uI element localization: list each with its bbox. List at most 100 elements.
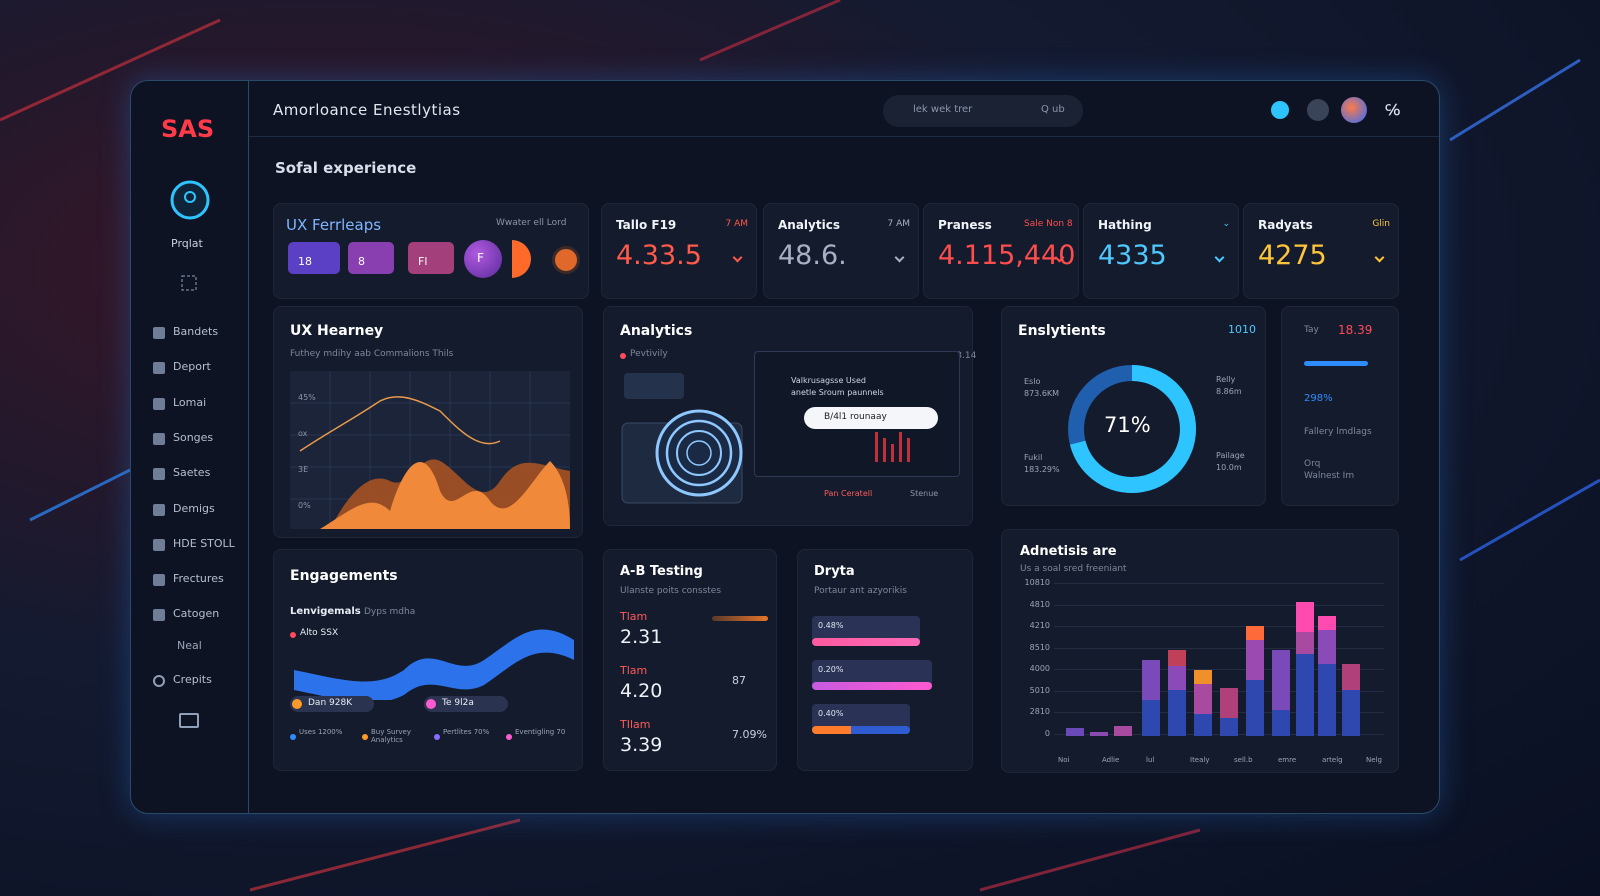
donut-label: 71% <box>1104 413 1151 437</box>
notification-icon[interactable] <box>1271 101 1289 119</box>
pill-text: Te 9l2a <box>442 698 474 708</box>
x-label: Nelg <box>1366 756 1382 764</box>
panel-title: Enslytients <box>1018 323 1106 339</box>
x-label: Itealy <box>1190 756 1210 764</box>
screen-subtitle: anetle Sroum paunnels <box>791 388 884 397</box>
panel-subtitle: Futhey mdihy aab Commalions Thils <box>290 349 454 359</box>
nav-icon[interactable] <box>153 503 165 516</box>
axis-label: 3E <box>298 465 309 474</box>
kpi-label: Tallo F19 <box>616 218 677 232</box>
adhesives-panel: Adnetisis are Us a soal sred freeniant 108… <box>1001 529 1399 773</box>
logo: SAS <box>161 115 215 143</box>
row-side: 87 <box>732 674 746 687</box>
nav-item[interactable]: Saetes <box>173 466 211 480</box>
donut-note: Eslo <box>1024 377 1041 386</box>
settings-icon[interactable] <box>1307 99 1329 121</box>
axis-label: 4210 <box>1029 621 1050 630</box>
donut-note: Pailage <box>1216 451 1245 460</box>
menu-button[interactable]: ℅ <box>1385 101 1401 119</box>
axis-label: 8510 <box>1029 642 1050 652</box>
bar-fill <box>812 726 910 734</box>
kpi-value: 4.33.5 <box>616 240 702 271</box>
bar-fill <box>812 638 920 646</box>
bar-segment <box>1168 650 1186 666</box>
illustration <box>170 180 210 220</box>
bar-label: 0.40% <box>818 709 844 718</box>
bar-segment <box>1318 630 1336 664</box>
illustration <box>875 432 910 462</box>
nav-item[interactable]: Deport <box>173 360 211 374</box>
nav-icon[interactable] <box>153 609 165 622</box>
nav-icon[interactable] <box>153 432 165 445</box>
x-label: Noi <box>1058 756 1070 764</box>
nav-icon[interactable] <box>153 362 165 375</box>
illustration <box>1054 604 1384 606</box>
trend-line <box>299 396 501 452</box>
popup[interactable]: B/4l1 rounaay <box>804 407 938 429</box>
legend-label: Buy Survey Analytics <box>371 728 411 744</box>
bar-segment <box>1246 640 1264 680</box>
row-bar <box>712 616 768 621</box>
kpi-tag: 7 AM <box>725 219 748 229</box>
legend-label: Pevtivily <box>630 349 668 359</box>
footer-label: Pan Ceratell <box>824 489 873 498</box>
kpi-tag: Glin <box>1372 219 1390 229</box>
nav-icon[interactable] <box>153 574 165 587</box>
target-ring <box>686 440 712 466</box>
ux-journey-panel: UX Hearney Futhey mdihy aab Commalions Th… <box>273 306 583 538</box>
kpi-tag: Sale Non 8 <box>1024 219 1073 229</box>
bar-base <box>1220 718 1238 736</box>
legend-dot <box>434 734 440 740</box>
screen-bar <box>883 438 886 462</box>
pill-dot <box>292 699 302 709</box>
nav-item[interactable]: Demigs <box>173 501 215 515</box>
search-box[interactable]: lek wek trer Q ub <box>883 95 1083 127</box>
screen-title: Valkrusagsse Used <box>791 376 866 385</box>
panel-tag: 1010 <box>1228 323 1256 336</box>
legend-label: Eventigling 70 <box>515 728 566 736</box>
nav-icon[interactable] <box>153 675 165 687</box>
legend-dot <box>290 632 296 638</box>
row-label: Tlam <box>620 664 648 677</box>
summary-label: Tay <box>1304 325 1319 335</box>
kpi-tag: 7 AM <box>887 219 910 229</box>
target-ring <box>676 430 722 476</box>
nav-item[interactable]: Crepits <box>173 673 212 686</box>
avatar-letter: F <box>477 251 484 265</box>
page-title: Sofal experience <box>275 159 417 177</box>
project-icon <box>170 180 210 220</box>
nav-item[interactable]: HDE STOLL <box>173 536 235 550</box>
bar-base <box>1142 700 1160 736</box>
avatar[interactable] <box>1341 97 1367 123</box>
bar-base <box>1272 710 1290 736</box>
panel-subtitle: Portaur ant azyorikis <box>814 586 907 596</box>
image-icon <box>179 713 199 728</box>
nav-icon[interactable] <box>153 397 165 410</box>
nav-item[interactable]: Songes <box>173 430 214 444</box>
chevron <box>1214 252 1225 263</box>
kpi-label: Analytics <box>778 218 840 232</box>
nav-icon[interactable] <box>153 327 165 339</box>
legend-label: Uses 1200% <box>299 728 343 736</box>
nav-icon[interactable] <box>153 538 165 551</box>
device-card <box>624 373 684 399</box>
streak <box>699 0 841 62</box>
analytics-panel: AnalyticsPevtivily1.23.14Valkrusagsse Us… <box>603 306 976 526</box>
row-value: 3.39 <box>620 734 663 756</box>
donut-note: Relly <box>1216 375 1236 384</box>
nav-item[interactable]: Frectures <box>173 572 224 586</box>
row-label: TIlam <box>620 718 651 731</box>
search-hint: Q ub <box>1041 104 1065 115</box>
engagements-panel: Engagements Lenvigemals Dyps mdha Alto SSX D… <box>273 549 583 771</box>
nav-icon[interactable] <box>153 468 165 481</box>
nav-item[interactable]: Catogen <box>173 607 220 621</box>
nav-item[interactable]: Lomai <box>173 395 207 409</box>
panel-title: Dryta <box>814 564 855 579</box>
axis-label: 4000 <box>1029 664 1050 673</box>
bar-segment <box>1342 664 1360 690</box>
half-circle <box>512 240 531 278</box>
kpi-value: 4335 <box>1098 240 1167 271</box>
nav-item[interactable]: Bandets <box>173 325 219 338</box>
drya-panel: Dryta Portaur ant azyorikis 0.48% 0.20% 0.40… <box>797 549 973 771</box>
